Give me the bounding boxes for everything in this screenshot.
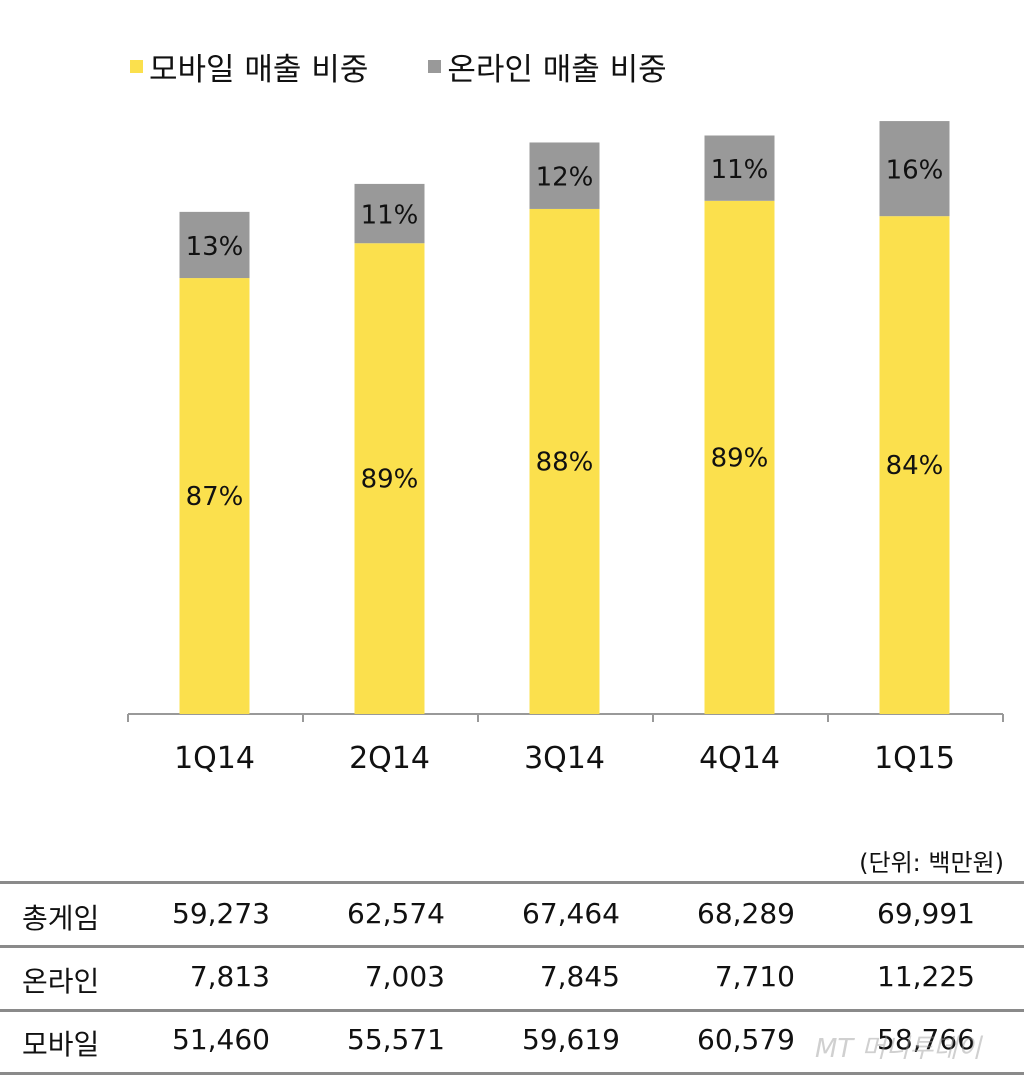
bar-mobile	[879, 216, 950, 714]
table-row: 모바일 51,460 55,571 59,619 60,579 58,766	[0, 1023, 1024, 1063]
table-cell: 68,289	[697, 897, 795, 930]
table-cell: 7,813	[189, 960, 270, 993]
bar-mobile	[704, 200, 775, 714]
table-divider	[0, 881, 1024, 884]
table-cell: 62,574	[347, 897, 445, 930]
data-label-online: 13%	[186, 232, 244, 262]
table-cell: 7,845	[539, 960, 620, 993]
x-tick-label: 2Q14	[349, 741, 430, 776]
x-tick-label: 1Q15	[874, 741, 955, 776]
bar-mobile	[354, 243, 425, 714]
legend: 모바일 매출 비중 온라인 매출 비중	[130, 44, 727, 89]
data-label-online: 12%	[536, 163, 594, 193]
x-tick-label: 4Q14	[699, 741, 780, 776]
bar-online	[179, 211, 250, 279]
data-label-mobile: 87%	[186, 482, 244, 512]
legend-item-mobile: 모바일 매출 비중	[130, 44, 368, 89]
table-cell: 59,619	[522, 1023, 620, 1056]
data-label-online: 11%	[361, 201, 419, 231]
data-label-online: 11%	[711, 155, 769, 185]
legend-label-online: 온라인 매출 비중	[447, 52, 667, 88]
data-label-mobile: 88%	[536, 447, 594, 477]
table-divider	[0, 1009, 1024, 1012]
bar-online	[704, 135, 775, 201]
table-row: 온라인 7,813 7,003 7,845 7,710 11,225	[0, 960, 1024, 1000]
legend-swatch-mobile	[130, 60, 143, 73]
table-divider	[0, 1072, 1024, 1075]
bar-online	[354, 183, 425, 244]
table-cell: 11,225	[877, 960, 975, 993]
data-label-mobile: 89%	[361, 465, 419, 495]
legend-label-mobile: 모바일 매출 비중	[149, 52, 369, 88]
bar-mobile	[179, 278, 250, 714]
table-divider	[0, 945, 1024, 948]
data-label-mobile: 89%	[711, 443, 769, 473]
row-label: 총게임	[22, 902, 100, 935]
legend-swatch-online	[428, 60, 442, 73]
bar-online	[879, 121, 950, 217]
row-label: 온라인	[22, 965, 100, 998]
x-tick-label: 1Q14	[174, 741, 255, 776]
watermark-logo: MT 머니투데이	[815, 1034, 982, 1064]
table-cell: 51,460	[172, 1023, 270, 1056]
table-cell: 7,003	[364, 960, 445, 993]
table-cell: 7,710	[714, 960, 795, 993]
data-label-online: 16%	[886, 156, 944, 186]
table-cell: 55,571	[347, 1023, 445, 1056]
bar-online	[529, 142, 600, 209]
unit-label: (단위: 백만원)	[859, 849, 1004, 877]
table-cell: 67,464	[522, 897, 620, 930]
bar-mobile	[529, 208, 600, 714]
table-cell: 60,579	[697, 1023, 795, 1056]
table-cell: 59,273	[172, 897, 270, 930]
table-row: 총게임 59,273 62,574 67,464 68,289 69,991	[0, 897, 1024, 937]
stacked-bar-chart: 13% 87% 1Q14 11% 89% 2Q14 12% 88% 3Q14 11% 89% 4Q14…	[127, 121, 1004, 776]
table-cell: 58,766	[877, 1023, 975, 1056]
legend-item-online: 온라인 매출 비중	[428, 44, 667, 89]
x-tick-label: 3Q14	[524, 741, 605, 776]
data-label-mobile: 84%	[886, 451, 944, 481]
row-label: 모바일	[22, 1028, 100, 1061]
table-cell: 69,991	[877, 897, 975, 930]
